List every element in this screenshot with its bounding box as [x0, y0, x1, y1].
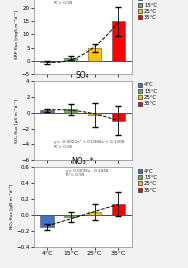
Bar: [112, 21, 125, 61]
Bar: [40, 110, 54, 113]
Text: y= 1.9889x² -4.7325x + 1.9481
R²= 0.99: y= 1.9889x² -4.7325x + 1.9481 R²= 0.99: [54, 0, 119, 5]
Bar: [88, 211, 101, 215]
Title: NO₃⁻*: NO₃⁻*: [71, 157, 94, 166]
Legend: 4°C, 15°C, 25°C, 35°C: 4°C, 15°C, 25°C, 35°C: [137, 168, 158, 193]
Bar: [88, 48, 101, 61]
Legend: 4°C, 15°C, 25°C, 35°C: 4°C, 15°C, 25°C, 35°C: [137, 82, 158, 107]
Bar: [88, 113, 101, 115]
Bar: [64, 58, 77, 61]
Text: y= 0.0099x - 0.2048
R²= 0.99: y= 0.0099x - 0.2048 R²= 0.99: [66, 169, 108, 177]
Title: SO₄: SO₄: [76, 71, 89, 80]
Bar: [40, 215, 54, 227]
Text: y= -0.0022x² + 0.0384x + 0.1308
R²= 0.95: y= -0.0022x² + 0.0384x + 0.1308 R²= 0.95: [54, 140, 124, 149]
Bar: [64, 215, 77, 217]
Y-axis label: SRP flux [mgS m⁻²d⁻¹]: SRP flux [mgS m⁻²d⁻¹]: [15, 10, 20, 59]
Y-axis label: NO₃ flux [gN m⁻²d⁻²]: NO₃ flux [gN m⁻²d⁻²]: [10, 184, 14, 229]
Y-axis label: SO₄ flux [µS m⁻²d⁻¹]: SO₄ flux [µS m⁻²d⁻¹]: [15, 99, 20, 143]
Bar: [64, 109, 77, 113]
Bar: [112, 204, 125, 215]
Bar: [40, 61, 54, 62]
Legend: 4°C, 15°C, 25°C, 35°C: 4°C, 15°C, 25°C, 35°C: [137, 0, 158, 21]
Bar: [112, 113, 125, 121]
